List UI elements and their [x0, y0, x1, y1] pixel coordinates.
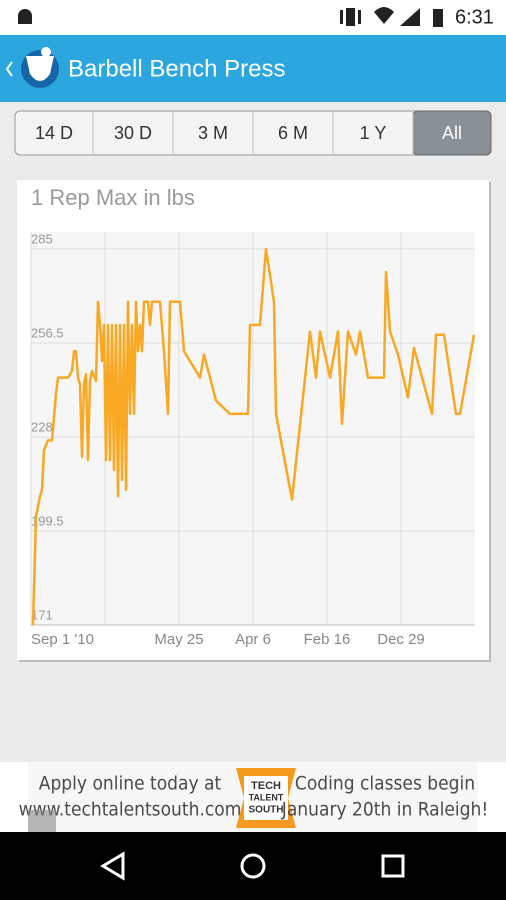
ad-logo-text: SOUTH — [249, 805, 284, 816]
x-tick-label: May 25 — [154, 631, 203, 648]
tab[interactable]: 3 M — [198, 123, 228, 143]
status-icons — [18, 7, 443, 27]
x-tick-label: Dec 29 — [377, 631, 425, 648]
ad-logo-text: TALENT — [249, 792, 284, 802]
x-tick-label: Sep 1 '10 — [31, 631, 94, 648]
nav-recents[interactable] — [381, 854, 405, 878]
nav-home[interactable] — [240, 853, 266, 879]
tab[interactable]: 30 D — [114, 123, 152, 143]
ad-logo-text: TECH — [251, 780, 281, 792]
app-bar — [0, 35, 506, 102]
ad-logo-box — [244, 776, 288, 820]
ad-info[interactable] — [28, 810, 56, 832]
x-tick-label: Apr 6 — [235, 631, 271, 648]
tab[interactable]: 6 M — [278, 123, 308, 143]
back-arrow[interactable] — [5, 61, 13, 77]
chart-title: 1 Rep Max in lbs — [31, 185, 195, 210]
ad-text: www.techtalentsouth.com — [19, 799, 242, 821]
tab[interactable]: 14 D — [35, 123, 73, 143]
y-tick-label: 171 — [31, 607, 53, 622]
status-time: 6:31 — [455, 6, 494, 28]
y-tick-label: 228 — [31, 419, 53, 434]
tab[interactable]: All — [442, 123, 462, 143]
y-tick-label: 199.5 — [31, 513, 64, 528]
tab-dividers — [92, 112, 414, 154]
ad-text: January 20th in Raleigh! — [281, 799, 488, 821]
y-tick-label: 256.5 — [31, 325, 64, 340]
plot: 171 199.5 228 256.5 285 Sep 1 '10 May 25 Apr 6 F… — [30, 231, 476, 648]
tab[interactable]: 1 Y — [360, 123, 387, 143]
status-bar — [0, 0, 506, 35]
ad-text: Apply online today at — [39, 773, 222, 795]
x-tick-label: Feb 16 — [304, 631, 351, 648]
nav-back[interactable] — [100, 851, 125, 881]
app-title: Barbell Bench Press — [68, 55, 285, 82]
data-line — [31, 247, 476, 626]
y-tick-label: 285 — [31, 231, 53, 246]
app-logo[interactable] — [21, 47, 59, 88]
ad-text: Coding classes begin — [295, 773, 475, 795]
nav-bar — [0, 832, 506, 900]
